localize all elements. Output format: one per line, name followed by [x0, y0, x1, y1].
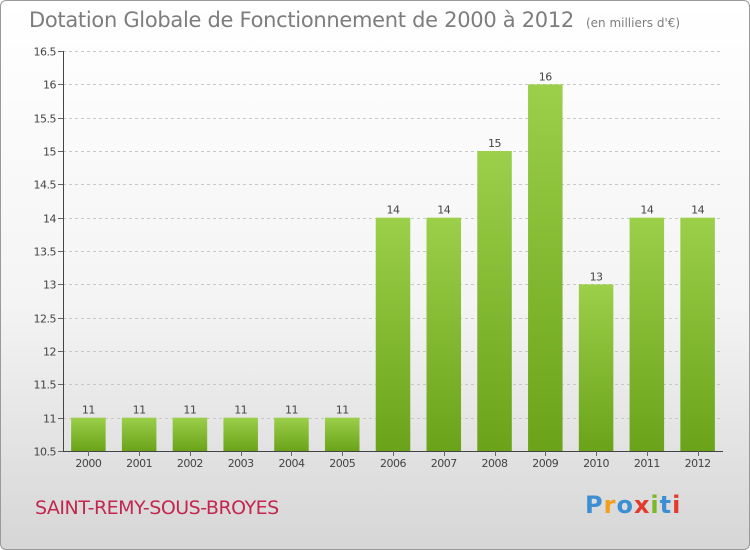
bar [426, 217, 462, 451]
y-tick-label: 15.5 [34, 113, 57, 126]
y-tick-label: 14 [43, 213, 56, 226]
bar [324, 417, 360, 451]
data-label: 14 [437, 204, 450, 217]
logo-letter: x [633, 491, 651, 519]
bar [528, 84, 563, 451]
bar [578, 284, 614, 451]
logo-letter: P [585, 491, 604, 519]
data-label: 11 [82, 404, 95, 417]
logo-letter: o [616, 491, 634, 519]
data-label: 14 [640, 204, 653, 217]
data-label: 14 [691, 204, 704, 217]
x-tick-label: 2003 [228, 457, 254, 470]
bar [274, 417, 309, 451]
data-label: 11 [336, 404, 349, 417]
data-label: 11 [234, 404, 247, 417]
x-tick-label: 2006 [380, 457, 406, 470]
y-tick-label: 16 [43, 79, 56, 92]
data-label: 13 [590, 270, 603, 283]
y-tick-label: 11.5 [34, 379, 57, 392]
data-label: 11 [285, 404, 298, 417]
logo-letter: i [672, 491, 682, 519]
logo-letter: i [650, 491, 660, 519]
data-label: 11 [183, 404, 196, 417]
y-tick-label: 12 [43, 346, 56, 359]
x-tick-label: 2004 [278, 457, 304, 470]
commune-name: SAINT-REMY-SOUS-BROYES [35, 497, 279, 519]
chart-title-text: Dotation Globale de Fonctionnement de 20… [29, 8, 574, 32]
x-tick-label: 2001 [126, 457, 152, 470]
y-tick-label: 14.5 [34, 179, 57, 192]
bar [172, 417, 208, 451]
x-tick-label: 2011 [634, 457, 660, 470]
chart-subtitle: (en milliers d'€) [585, 16, 681, 30]
x-tick-label: 2000 [75, 457, 101, 470]
bar [477, 151, 512, 451]
x-tick-label: 2008 [482, 457, 508, 470]
x-tick-label: 2002 [177, 457, 203, 470]
y-tick-label: 13.5 [34, 246, 57, 259]
bar [223, 417, 258, 451]
x-tick-label: 2012 [685, 457, 711, 470]
data-label: 16 [539, 70, 552, 83]
bar [629, 217, 665, 451]
x-tick-label: 2010 [583, 457, 609, 470]
bar [680, 217, 715, 451]
data-label: 11 [133, 404, 146, 417]
bar [121, 417, 157, 451]
bar [71, 417, 106, 451]
data-label: 15 [488, 137, 501, 150]
bar [375, 217, 411, 451]
logo-letter: r [603, 491, 617, 519]
x-tick-label: 2005 [329, 457, 355, 470]
logo-letter: t [659, 491, 673, 519]
chart-title: Dotation Globale de Fonctionnement de 20… [29, 8, 680, 32]
y-tick-label: 11 [43, 413, 56, 426]
x-tick-label: 2007 [431, 457, 457, 470]
y-tick-label: 13 [43, 279, 56, 292]
y-tick-label: 10.5 [34, 446, 57, 459]
y-tick-label: 16.5 [34, 46, 57, 59]
y-tick-label: 12.5 [34, 313, 57, 326]
x-tick-label: 2009 [532, 457, 558, 470]
y-tick-label: 15 [43, 146, 56, 159]
data-label: 14 [387, 204, 400, 217]
proxiti-logo: Proxiti [585, 491, 681, 519]
